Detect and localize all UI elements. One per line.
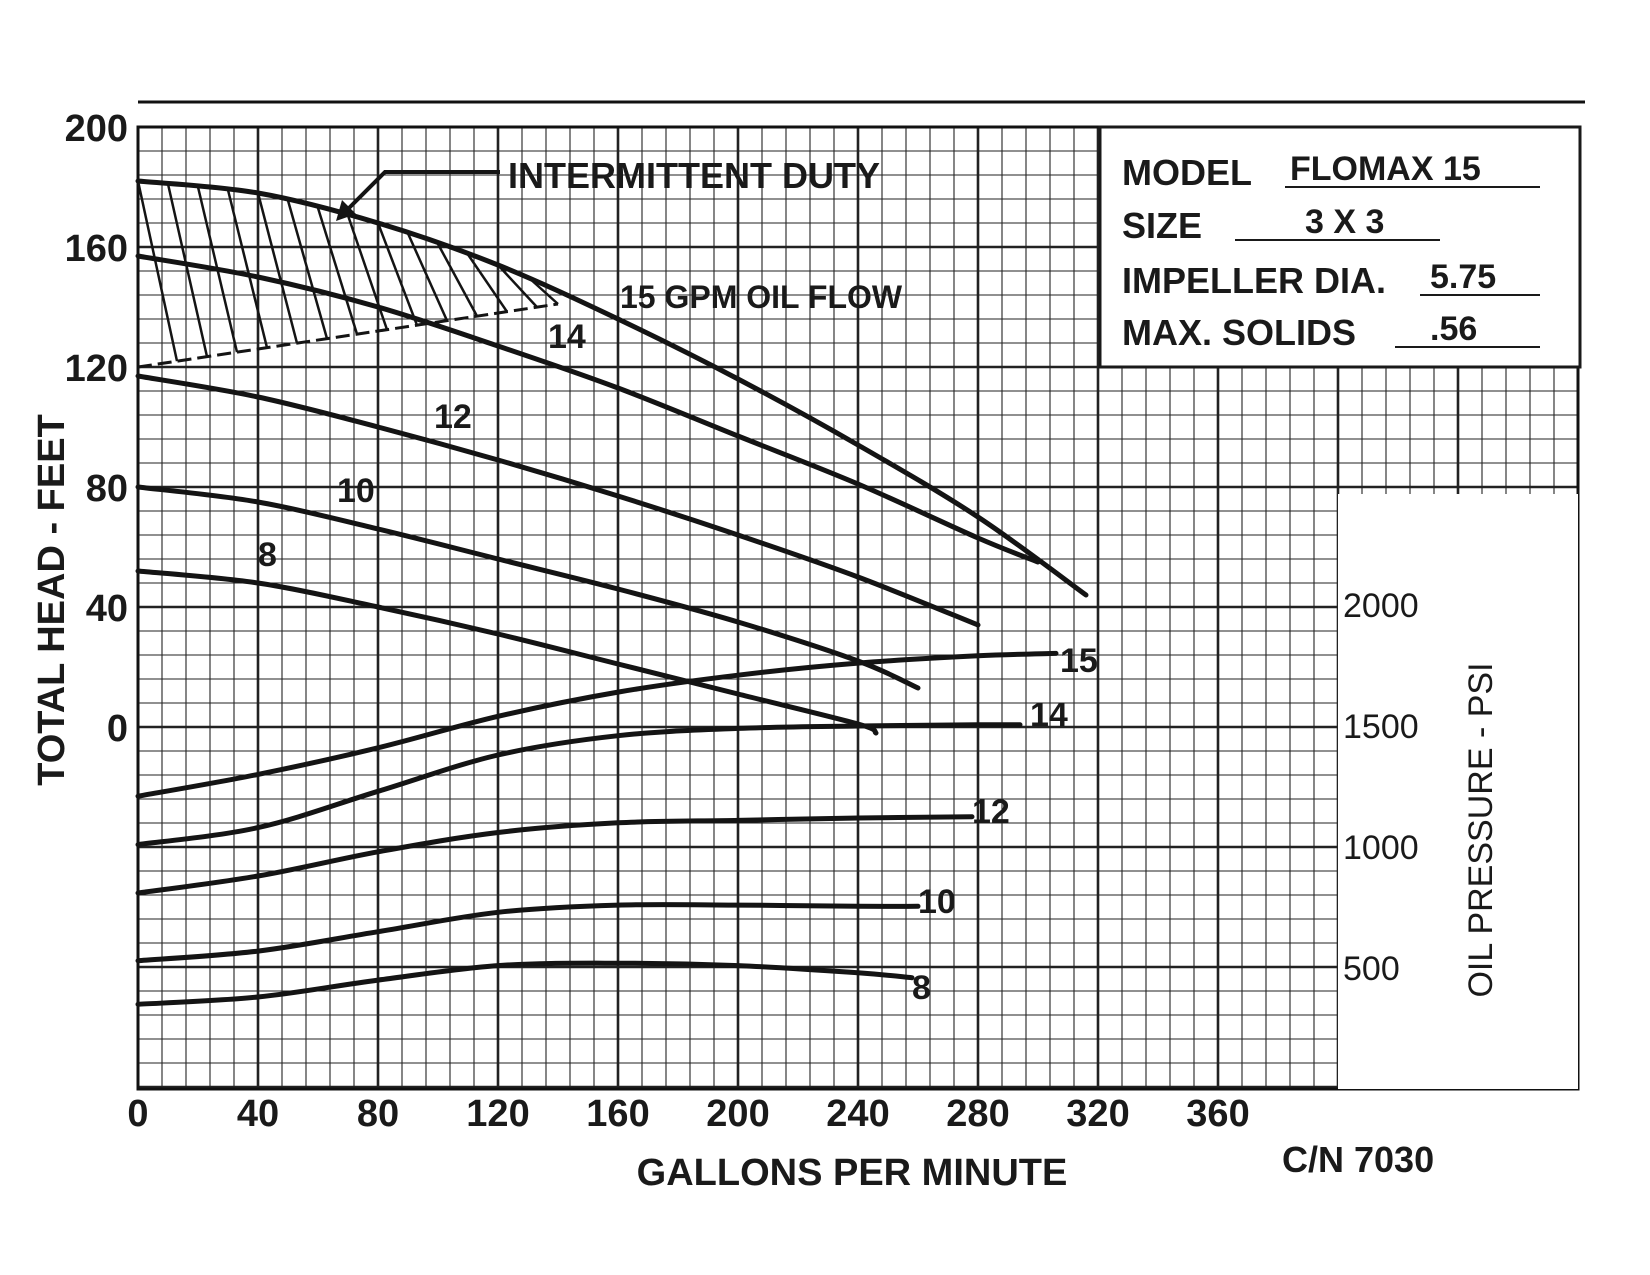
oil-flow-label: 15 GPM OIL FLOW: [620, 279, 903, 315]
solids-value: .56: [1430, 310, 1477, 348]
pressure-curve-label-12: 12: [972, 793, 1010, 831]
y-right-tick-label: 500: [1343, 950, 1400, 988]
head-curve-8: [135, 568, 879, 736]
pressure-curve-12: [135, 814, 975, 896]
hatch-line: [316, 207, 359, 335]
model-label: MODEL: [1122, 152, 1252, 193]
model-value: FLOMAX 15: [1290, 150, 1481, 188]
intermittent-duty-label: INTERMITTENT DUTY: [508, 155, 880, 196]
hatch-line: [376, 222, 419, 326]
hatch-line: [436, 243, 479, 317]
hatch-line: [256, 192, 299, 344]
pressure-curve-8: [135, 960, 915, 1007]
head-curve-10: [135, 484, 921, 691]
size-label: SIZE: [1122, 205, 1202, 246]
x-tick-label: 120: [466, 1093, 529, 1135]
impeller-label: IMPELLER DIA.: [1122, 260, 1386, 301]
y-left-tick-label: 120: [65, 348, 128, 390]
pressure-curve-14: [135, 722, 1023, 848]
intermittent-arrowhead: [336, 200, 356, 221]
info-box-frame: [1098, 125, 1582, 369]
hatch-line: [466, 253, 509, 313]
x-tick-label: 0: [127, 1093, 148, 1135]
code-number: C/N 7030: [1282, 1139, 1434, 1180]
head-curve-label-10: 10: [337, 472, 375, 510]
y-right-tick-label: 1000: [1343, 829, 1419, 867]
hatch-line: [406, 232, 449, 322]
x-axis-title: GALLONS PER MINUTE: [637, 1152, 1068, 1194]
tick-labels: 0 40 80 120 160 200 240 280 320 360 200 160 120 80 40 0…: [65, 108, 1419, 1135]
x-tick-label: 40: [237, 1093, 279, 1135]
x-tick-label: 360: [1186, 1093, 1249, 1135]
hatch-line: [346, 215, 389, 331]
x-tick-label: 160: [586, 1093, 649, 1135]
impeller-value: 5.75: [1430, 258, 1496, 296]
x-tick-label: 80: [357, 1093, 399, 1135]
pressure-curve-15: [135, 650, 1059, 799]
head-curve-label-8: 8: [258, 536, 277, 574]
size-value: 3 X 3: [1305, 203, 1384, 241]
x-tick-label: 240: [826, 1093, 889, 1135]
x-tick-label: 280: [946, 1093, 1009, 1135]
hatch-line: [497, 264, 538, 308]
head-curve-12: [135, 373, 981, 628]
annotations: INTERMITTENT DUTY 15 GPM OIL FLOW C/N 70…: [336, 155, 1434, 1180]
x-tick-label: 200: [706, 1093, 769, 1135]
curve-layer: 14 12 10 8 15 14 12 10 8: [135, 178, 1098, 1007]
y-right-tick-label: 1500: [1343, 708, 1419, 746]
head-curve-15: [135, 178, 1089, 598]
head-curve-label-14: 14: [548, 318, 586, 356]
pressure-curve-10: [135, 902, 921, 964]
info-box: MODEL FLOMAX 15 SIZE 3 X 3 IMPELLER DIA.…: [1098, 125, 1582, 369]
y-axis-left-title: TOTAL HEAD - FEET: [31, 414, 73, 786]
y-left-tick-label: 40: [86, 588, 128, 630]
head-curve-14: [135, 253, 1041, 565]
intermittent-leader-line: [343, 170, 500, 214]
y-left-tick-label: 160: [65, 228, 128, 270]
pressure-curve-label-8: 8: [912, 969, 931, 1007]
y-left-tick-label: 200: [65, 108, 128, 150]
pressure-curve-label-15: 15: [1060, 642, 1098, 680]
intermittent-lower-boundary: [137, 302, 559, 369]
hatch-line: [286, 200, 329, 339]
y-left-tick-label: 80: [86, 468, 128, 510]
pressure-curve-label-10: 10: [918, 883, 956, 921]
y-axis-right-title: OIL PRESSURE - PSI: [1462, 662, 1500, 997]
pressure-curve-label-14: 14: [1030, 696, 1068, 734]
hatch-line: [136, 180, 179, 362]
y-right-tick-label: 2000: [1343, 587, 1419, 625]
hatch-line: [166, 183, 209, 357]
y-left-tick-label: 0: [107, 708, 128, 750]
psi-scale-panel: [1338, 494, 1578, 1089]
solids-label: MAX. SOLIDS: [1122, 312, 1356, 353]
x-tick-label: 320: [1066, 1093, 1129, 1135]
head-curve-label-12: 12: [434, 398, 472, 436]
hatch-line: [226, 189, 269, 348]
